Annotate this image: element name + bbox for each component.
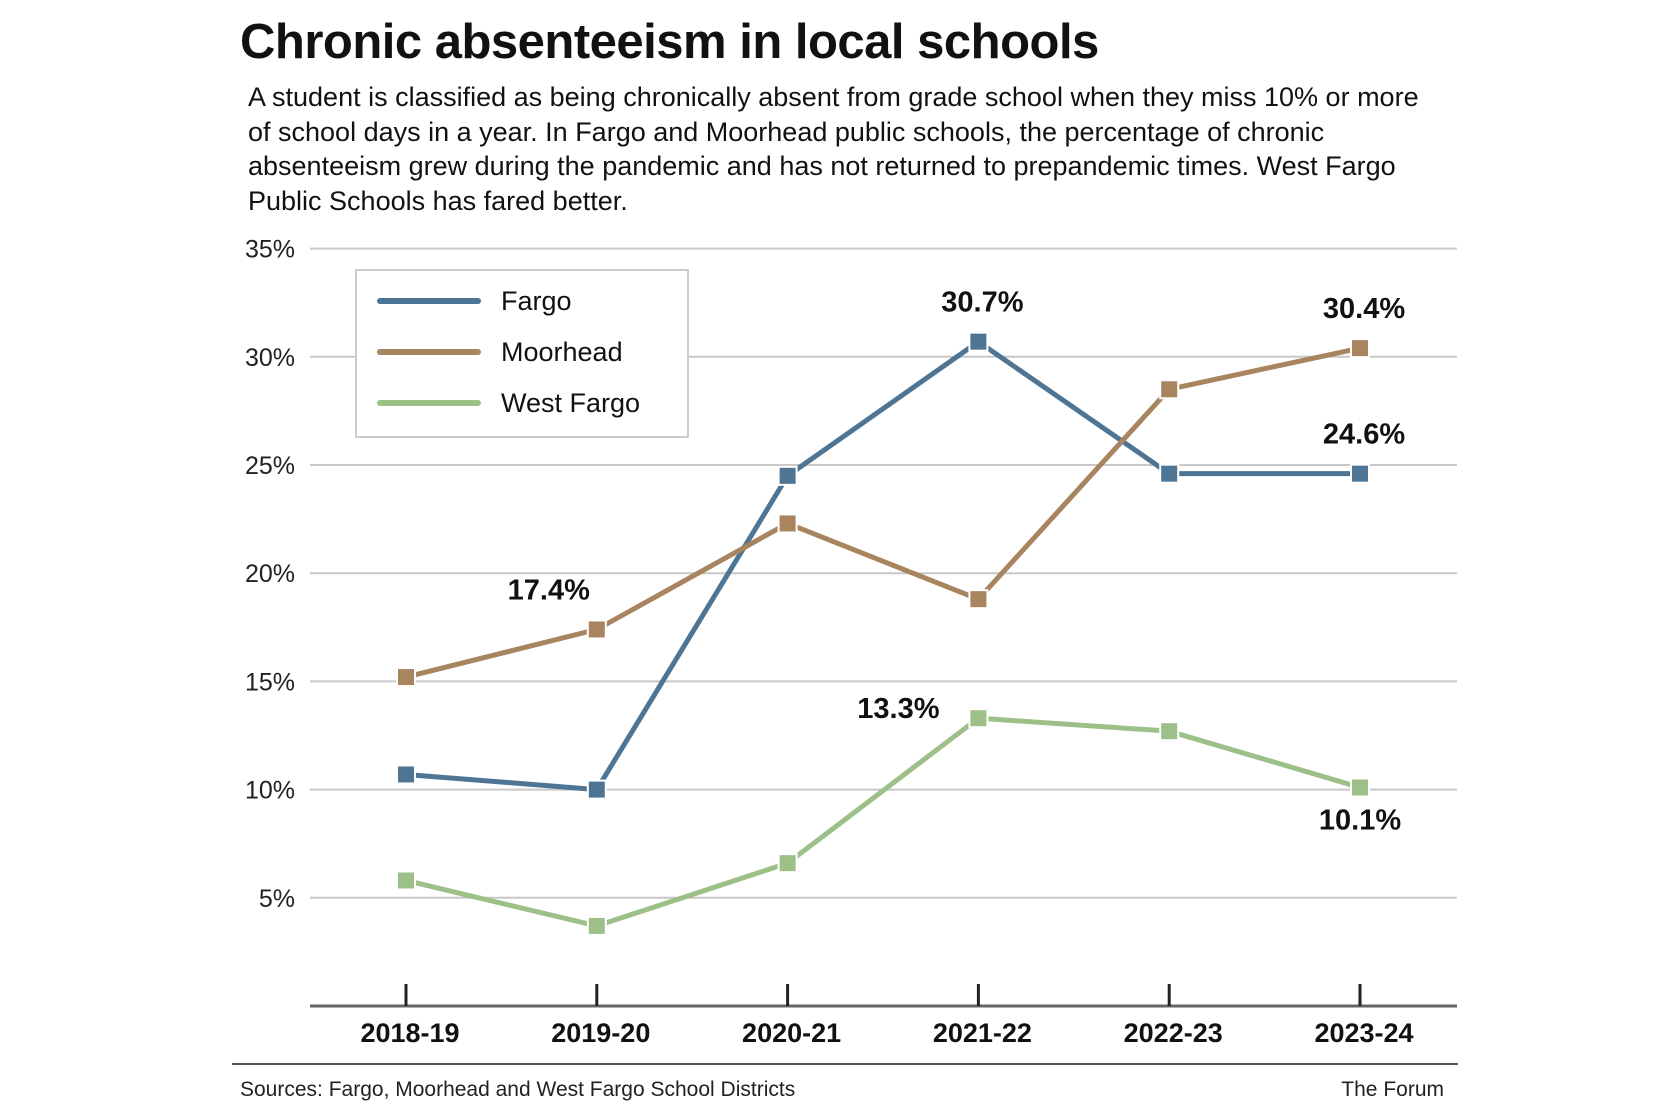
series-line-moorhead: [405, 345, 1361, 680]
y-tick-label: 10%: [245, 777, 295, 805]
data-point-fargo: [777, 465, 798, 486]
x-tick-label: 2018-19: [360, 1018, 459, 1048]
legend-label: West Fargo: [501, 387, 641, 418]
legend-swatch-west-fargo: [377, 400, 481, 406]
x-tick-label: 2019-20: [551, 1018, 650, 1048]
data-label: 24.6%: [1323, 419, 1405, 451]
data-point-west-fargo: [1159, 721, 1180, 742]
data-label: 30.7%: [941, 287, 1023, 319]
x-tick-label: 2020-21: [742, 1018, 841, 1048]
y-tick-label: 20%: [245, 560, 295, 588]
data-point-moorhead: [777, 513, 798, 534]
data-point-moorhead: [396, 667, 416, 688]
legend-item-west-fargo: West Fargo: [377, 383, 640, 423]
data-point-fargo: [1350, 463, 1370, 484]
legend-swatch-moorhead: [377, 349, 481, 355]
data-label: 13.3%: [857, 693, 939, 725]
x-tick-label: 2022-23: [1124, 1018, 1223, 1048]
y-tick-label: 5%: [259, 885, 295, 913]
footer-divider: [232, 1063, 1458, 1065]
data-label: 10.1%: [1319, 804, 1401, 836]
data-point-moorhead: [1159, 379, 1180, 400]
chart-subtitle: A student is classified as being chronic…: [248, 82, 1419, 216]
credit: The Forum: [1341, 1078, 1444, 1101]
legend-label: Moorhead: [501, 336, 623, 367]
data-point-west-fargo: [396, 870, 416, 891]
data-point-west-fargo: [777, 853, 798, 874]
data-point-west-fargo: [1350, 777, 1370, 798]
x-tick-label: 2023-24: [1314, 1018, 1413, 1048]
data-point-fargo: [396, 764, 416, 785]
x-tick-label: 2021-22: [933, 1018, 1032, 1048]
data-label: 30.4%: [1323, 293, 1405, 325]
data-label: 17.4%: [508, 574, 590, 606]
data-point-fargo: [968, 331, 989, 352]
data-point-fargo: [586, 779, 607, 800]
y-tick-label: 35%: [245, 236, 295, 264]
legend-item-moorhead: Moorhead: [377, 332, 623, 372]
y-tick-label: 25%: [245, 452, 295, 480]
legend-swatch-fargo: [377, 298, 481, 304]
y-tick-label: 30%: [245, 344, 295, 372]
source-note: Sources: Fargo, Moorhead and West Fargo …: [240, 1078, 796, 1101]
series-line-fargo: [405, 339, 1360, 793]
series-line-west-fargo: [405, 715, 1361, 929]
data-point-moorhead: [968, 589, 989, 610]
data-point-fargo: [1159, 463, 1180, 484]
data-point-moorhead: [1350, 338, 1370, 359]
data-point-moorhead: [586, 619, 607, 640]
legend: Fargo Moorhead West Fargo: [355, 269, 689, 438]
chart-title: Chronic absenteeism in local schools: [240, 15, 1099, 69]
legend-label: Fargo: [501, 285, 572, 316]
legend-item-fargo: Fargo: [377, 281, 572, 321]
data-point-west-fargo: [968, 708, 989, 729]
data-point-west-fargo: [586, 915, 607, 936]
y-tick-label: 15%: [245, 668, 295, 696]
